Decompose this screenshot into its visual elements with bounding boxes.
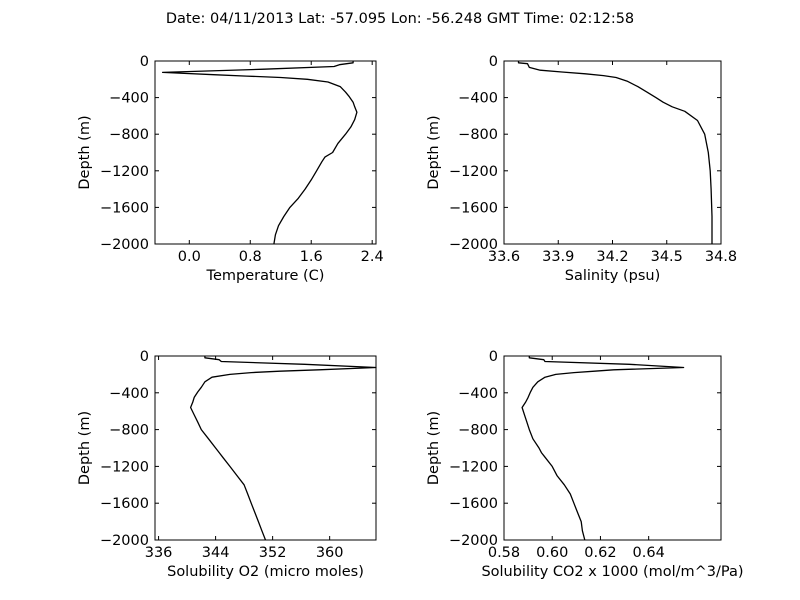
y-tick-label: −1200: [100, 164, 149, 180]
x-tick-label: 0.64: [633, 545, 665, 561]
y-tick-label: −1200: [100, 459, 149, 475]
y-tick-label: 0: [140, 54, 149, 70]
x-tick-label: 33.6: [488, 249, 520, 265]
axes-frame: [154, 60, 377, 245]
y-tick-label: −400: [458, 91, 498, 107]
y-tick-label: −1200: [449, 164, 498, 180]
x-tick-label: 34.5: [651, 249, 683, 265]
x-tick-label: 34.2: [596, 249, 628, 265]
x-axis-label: Salinity (psu): [565, 268, 661, 284]
y-tick-label: −2000: [100, 237, 149, 253]
y-tick-label: −1600: [449, 200, 498, 216]
y-tick-label: 0: [489, 349, 498, 365]
x-tick-label: 1.6: [300, 249, 323, 265]
x-tick-label: 34.8: [705, 249, 737, 265]
x-tick-label: 0.62: [584, 545, 616, 561]
y-tick-label: −2000: [449, 237, 498, 253]
x-tick-label: 0.8: [239, 249, 262, 265]
axes-frame: [503, 60, 722, 245]
x-tick-label: 2.4: [361, 249, 384, 265]
y-tick-label: −400: [458, 386, 498, 402]
x-axis-label: Solubility CO2 x 1000 (mol/m^3/Pa): [481, 564, 743, 580]
co2-solubility-panel: 0.58 0.60 0.62 0.64 0 −400 −800 −1200 −1600 −2000…: [426, 349, 744, 580]
x-tick-label: 0.58: [488, 545, 520, 561]
profile-line: [521, 356, 685, 541]
y-tick-label: −800: [109, 423, 149, 439]
y-tick-label: −1600: [449, 496, 498, 512]
y-tick-label: −2000: [100, 533, 149, 549]
x-tick-label: 0.60: [536, 545, 568, 561]
o2-solubility-panel: 336 344 352 360 0 −400 −800 −1200 −1600 −2000 Solu…: [77, 349, 377, 580]
y-axis-label: Depth (m): [77, 411, 93, 485]
x-tick-label: 352: [259, 545, 287, 561]
profile-line: [161, 61, 358, 245]
x-axis-label: Solubility O2 (micro moles): [167, 564, 364, 580]
y-tick-label: −1600: [100, 200, 149, 216]
y-tick-label: −800: [458, 127, 498, 143]
salinity-panel: 33.6 33.9 34.2 34.5 34.8 0 −400 −800 −1200 −1600 −…: [426, 54, 737, 284]
y-tick-label: −1600: [100, 496, 149, 512]
x-tick-label: 360: [316, 545, 344, 561]
profile-line: [517, 61, 713, 244]
x-tick-label: 336: [145, 545, 173, 561]
y-tick-label: −2000: [449, 533, 498, 549]
y-axis-label: Depth (m): [426, 411, 442, 485]
y-tick-label: −800: [109, 127, 149, 143]
temperature-panel: 0.0 0.8 1.6 2.4 0 −400 −800 −1200 −1600 −2000 Temp…: [77, 54, 384, 284]
profile-line: [189, 356, 377, 541]
x-tick-label: 344: [202, 545, 230, 561]
figure-title: Date: 04/11/2013 Lat: -57.095 Lon: -56.2…: [166, 11, 634, 27]
x-tick-label: 0.0: [178, 249, 201, 265]
axes-frame: [154, 355, 377, 541]
x-tick-label: 33.9: [542, 249, 574, 265]
y-tick-label: −1200: [449, 459, 498, 475]
y-tick-label: −400: [109, 386, 149, 402]
x-axis-label: Temperature (C): [206, 268, 325, 284]
y-tick-label: 0: [140, 349, 149, 365]
y-tick-label: −800: [458, 423, 498, 439]
y-axis-label: Depth (m): [426, 115, 442, 189]
y-tick-label: −400: [109, 91, 149, 107]
y-axis-label: Depth (m): [77, 115, 93, 189]
axes-frame: [503, 355, 722, 541]
y-tick-label: 0: [489, 54, 498, 70]
